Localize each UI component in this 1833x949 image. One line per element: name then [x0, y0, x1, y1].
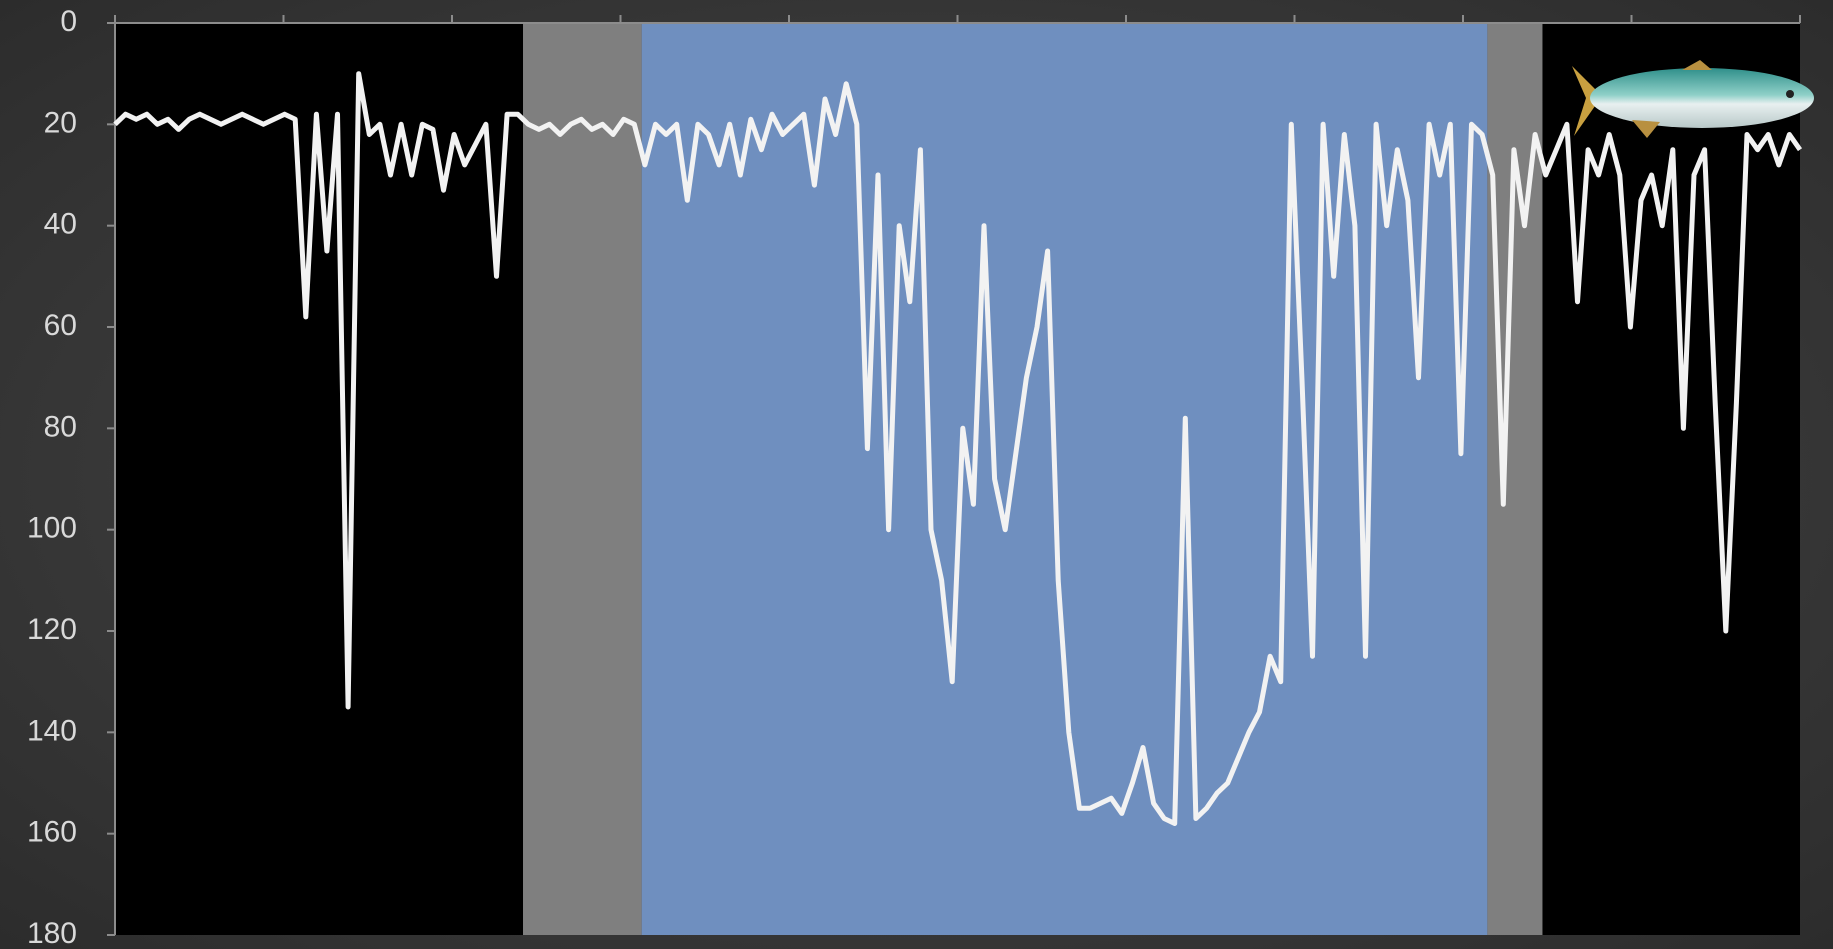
band: [641, 23, 1488, 935]
background-bands: [115, 23, 1800, 935]
y-tick-label: 160: [27, 816, 77, 849]
fish-fin: [1632, 120, 1660, 138]
axes: 0 20 40 60 80 100 120 140 160 180: [27, 5, 1801, 949]
y-tick-label: 20: [44, 106, 77, 139]
fish-fin: [1682, 60, 1712, 70]
y-tick-label: 120: [27, 613, 77, 646]
fish-tail: [1572, 66, 1602, 136]
depth-line: [113, 71, 1803, 826]
y-tick-label: 80: [44, 410, 77, 443]
fish-eye: [1786, 90, 1794, 98]
y-tick-label: 180: [27, 917, 77, 949]
band: [523, 23, 642, 935]
plot: [113, 71, 1803, 826]
fish-body: [1590, 68, 1814, 128]
y-tick-label: 100: [27, 512, 77, 545]
y-tick-label: 40: [44, 208, 77, 241]
y-tick-label: 0: [60, 5, 77, 38]
y-tick-label: 140: [27, 714, 77, 747]
fish-icon: [1572, 60, 1814, 138]
y-tick-label: 60: [44, 309, 77, 342]
